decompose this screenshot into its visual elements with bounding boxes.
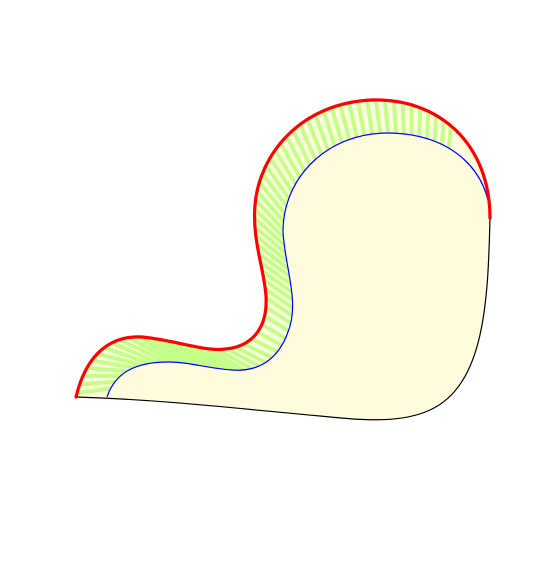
hatch-stroke bbox=[275, 136, 305, 184]
hatch-stroke bbox=[112, 334, 173, 368]
hatch-stroke bbox=[251, 185, 290, 228]
hatch-stroke bbox=[288, 124, 315, 172]
hatch-stroke bbox=[248, 221, 292, 259]
hatch-stroke bbox=[130, 331, 189, 369]
base-curve bbox=[75, 217, 491, 421]
hatch-stroke bbox=[270, 144, 301, 191]
hatch-stroke bbox=[303, 113, 326, 161]
hatch-stroke bbox=[337, 99, 353, 146]
hatch-stroke bbox=[364, 99, 376, 140]
hatch-stroke bbox=[260, 284, 298, 313]
hatch-stroke bbox=[246, 335, 283, 356]
hatch-stroke bbox=[261, 302, 296, 328]
hatch-stroke bbox=[417, 103, 423, 141]
hatch-stroke bbox=[251, 239, 294, 274]
hatch-stroke bbox=[85, 357, 141, 371]
hatch-stroke bbox=[252, 328, 287, 350]
hatch-stroke bbox=[373, 99, 383, 139]
hatch-stroke bbox=[90, 349, 149, 369]
hatch-stroke bbox=[382, 99, 391, 139]
hatch-stroke bbox=[249, 230, 293, 266]
hatch-stroke bbox=[104, 338, 165, 368]
hatch-stroke bbox=[252, 248, 296, 282]
hatch-stroke bbox=[256, 266, 298, 297]
hatch-stroke bbox=[295, 118, 320, 166]
hatch-stroke bbox=[253, 176, 291, 220]
hatch-stroke bbox=[249, 194, 289, 236]
hatched-band bbox=[76, 99, 454, 396]
outer-curve bbox=[74, 98, 492, 399]
hatch-stroke bbox=[391, 99, 399, 139]
hatch-stroke bbox=[261, 293, 298, 320]
hatch-stroke bbox=[96, 343, 157, 368]
hatch-stroke bbox=[260, 159, 294, 205]
hatch-stroke bbox=[248, 212, 291, 251]
hatch-stroke bbox=[282, 130, 309, 178]
hatch-stroke bbox=[265, 151, 297, 198]
hatch-stroke bbox=[80, 365, 134, 374]
hatch-stroke bbox=[319, 104, 339, 152]
inner-curve bbox=[106, 132, 491, 398]
hatch-stroke bbox=[345, 99, 360, 143]
hatch-stroke bbox=[121, 332, 181, 368]
hatch-stroke bbox=[311, 108, 332, 156]
hatch-stroke bbox=[254, 257, 297, 289]
hatch-stroke bbox=[76, 379, 121, 387]
hatch-stroke bbox=[258, 275, 298, 305]
hatch-stroke bbox=[259, 311, 294, 335]
hatch-stroke bbox=[257, 167, 292, 212]
hatch-stroke bbox=[248, 203, 290, 243]
hatch-stroke bbox=[355, 99, 368, 141]
hatch-stroke bbox=[328, 101, 346, 149]
hatch-stroke bbox=[424, 107, 431, 143]
hatch-stroke bbox=[257, 320, 291, 343]
hatch-stroke bbox=[238, 340, 278, 362]
hatch-stroke bbox=[400, 99, 406, 139]
hatch-stroke bbox=[76, 385, 117, 396]
